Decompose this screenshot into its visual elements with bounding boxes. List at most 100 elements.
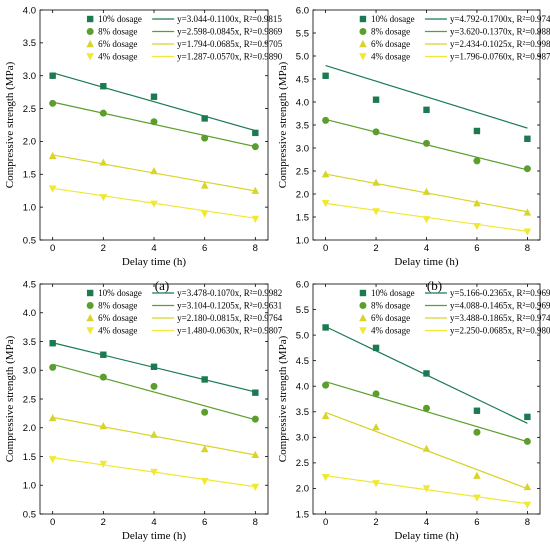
y-tick-label: 3.5	[23, 38, 36, 49]
x-tick-label: 0	[50, 243, 55, 254]
legend-fit-equation: y=2.250-0.0685x, R²=0.9800	[450, 326, 550, 336]
y-tick-label: 4.0	[296, 97, 309, 108]
x-tick-label: 6	[474, 243, 479, 254]
x-axis-title: Delay time (h)	[122, 256, 186, 268]
y-tick-label: 5.0	[296, 51, 309, 62]
y-axis-title: Compressive strength (MPa)	[4, 335, 16, 462]
legend-series-name: 8% dosage	[98, 301, 137, 311]
legend-marker	[86, 28, 94, 35]
y-tick-label: 3.0	[296, 143, 309, 154]
data-point-6pct	[321, 170, 330, 178]
legend-series-name: 4% dosage	[371, 52, 410, 62]
legend-marker	[359, 302, 367, 309]
data-point-10pct	[322, 72, 329, 79]
data-point-10pct	[150, 363, 158, 370]
data-point-8pct	[523, 165, 531, 173]
legend-series-name: 10% dosage	[98, 288, 142, 298]
y-tick-label: 5.5	[296, 28, 309, 39]
data-point-8pct	[201, 408, 209, 416]
legend-fit-equation: y=2.434-0.1025x, R²=0.9984	[450, 39, 550, 49]
legend-series-name: 8% dosage	[371, 27, 410, 37]
legend-series-name: 10% dosage	[98, 14, 142, 24]
data-point-4pct	[150, 468, 158, 477]
data-point-6pct	[321, 411, 330, 420]
data-point-8pct	[251, 143, 259, 151]
legend-marker	[359, 327, 367, 335]
data-point-4pct	[321, 474, 330, 482]
x-tick-label: 4	[424, 517, 429, 528]
legend-series-name: 6% dosage	[371, 313, 410, 323]
y-tick-label: 6.0	[296, 5, 309, 16]
data-point-8pct	[251, 415, 259, 423]
y-tick-label: 1.5	[23, 452, 36, 463]
chart-panel-a: 0 2 4 6 8 0.5 1.0 1.5 2.0 2.5 3.0 3.5 4.0 Delay time …	[4, 5, 283, 293]
legend-fit-equation: y=3.104-0.1205x, R²=0.9631	[177, 301, 282, 311]
y-tick-label: 2.0	[23, 423, 36, 434]
legend-marker	[359, 40, 367, 48]
data-point-4pct	[48, 456, 57, 464]
y-tick-label: 1.0	[23, 202, 36, 213]
data-point-10pct	[372, 344, 380, 352]
legend-series-name: 10% dosage	[371, 14, 415, 24]
chart-panel-c: 0 2 4 6 8 0.5 1.0 1.5 2.0 2.5 3.0 3.5 4.0 4.5 Delay ti…	[4, 279, 283, 542]
x-tick-label: 8	[253, 517, 258, 528]
y-tick-label: 0.5	[23, 509, 36, 520]
x-axis-title: Delay time (h)	[122, 530, 186, 542]
data-point-10pct	[100, 351, 107, 358]
legend-marker	[359, 28, 367, 35]
legend-series-name: 6% dosage	[98, 39, 137, 49]
y-tick-label: 1.5	[296, 509, 309, 520]
chart-panel-d: 0 2 4 6 8 1.5 2.0 2.5 3.0 3.5 4.0 4.5 5.0 5.5 6.0 Delay…	[277, 279, 550, 542]
legend-series-name: 6% dosage	[98, 313, 137, 323]
y-tick-label: 3.5	[296, 120, 309, 131]
data-point-4pct	[523, 501, 532, 509]
data-point-4pct	[48, 185, 57, 193]
data-point-4pct	[372, 208, 380, 216]
x-tick-label: 2	[373, 517, 378, 528]
chart-panel-b: 0 2 4 6 8 1.0 1.5 2.0 2.5 3.0 3.5 4.0 4.5 5.0 5.5 6.0 De…	[277, 5, 550, 293]
legend-marker	[86, 302, 94, 309]
x-tick-label: 4	[424, 243, 429, 254]
legend-fit-equation: y=3.620-0.1370x, R²=0.9880	[450, 27, 550, 37]
legend-series-name: 10% dosage	[371, 288, 415, 298]
y-tick-label: 6.0	[296, 279, 309, 290]
legend-series-name: 6% dosage	[371, 39, 410, 49]
data-point-6pct	[99, 422, 108, 430]
data-point-10pct	[100, 83, 107, 90]
data-point-6pct	[372, 423, 380, 431]
x-tick-label: 0	[323, 243, 328, 254]
x-tick-label: 2	[101, 517, 106, 528]
data-point-4pct	[372, 480, 380, 488]
y-tick-label: 3.0	[23, 366, 36, 377]
data-point-6pct	[422, 444, 431, 452]
fit-line-10pct	[52, 72, 256, 132]
x-tick-label: 6	[202, 243, 207, 254]
y-tick-label: 4.5	[296, 356, 309, 367]
legend-fit-equation: y=4.088-0.1465x, R²=0.9699	[450, 301, 550, 311]
data-point-10pct	[49, 72, 56, 79]
data-point-6pct	[150, 430, 158, 438]
x-tick-label: 0	[323, 517, 328, 528]
legend-fit-equation: y=3.044-0.1100x, R²=0.9815	[177, 14, 282, 24]
legend-marker	[359, 289, 367, 297]
data-point-6pct	[200, 181, 209, 189]
x-tick-label: 2	[373, 243, 378, 254]
data-point-10pct	[150, 93, 158, 100]
legend-series-name: 8% dosage	[98, 27, 137, 37]
legend-marker	[86, 314, 94, 322]
data-point-6pct	[523, 482, 532, 491]
legend-fit-equation: y=2.180-0.0815x, R²=0.9764	[177, 313, 283, 323]
data-point-10pct	[252, 129, 259, 137]
y-tick-label: 1.0	[23, 481, 36, 492]
x-tick-label: 8	[525, 243, 530, 254]
legend-fit-equation: y=3.488-0.1865x, R²=0.9749	[450, 313, 550, 323]
data-point-4pct	[473, 223, 481, 231]
data-point-6pct	[523, 208, 532, 216]
data-point-10pct	[252, 389, 259, 396]
y-tick-label: 2.0	[296, 189, 309, 200]
data-point-10pct	[473, 407, 481, 414]
legend-series-name: 4% dosage	[98, 52, 137, 62]
legend-fit-equation: y=3.478-0.1070x, R²=0.9982	[177, 288, 282, 298]
data-point-6pct	[473, 199, 481, 207]
legend-series-name: 8% dosage	[371, 301, 410, 311]
